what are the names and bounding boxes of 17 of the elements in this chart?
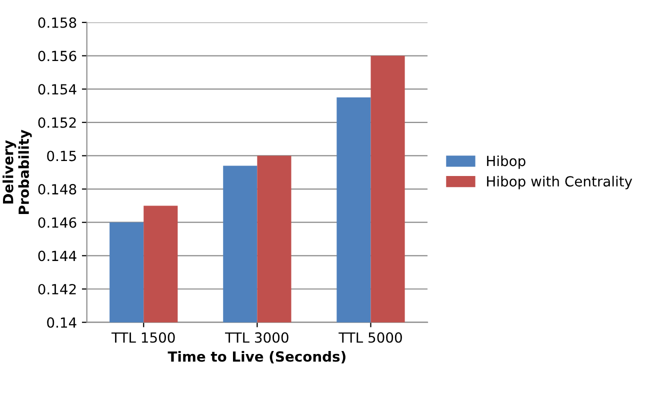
y-tick-label: 0.142 xyxy=(38,284,76,294)
y-tick-label: 0.156 xyxy=(38,50,76,62)
legend-label: Hibop with Centrality xyxy=(487,176,632,190)
y-tick-label: 0.148 xyxy=(38,184,76,195)
y-tick-label: 0.144 xyxy=(38,250,76,262)
x-tick-label: TTL 1500 xyxy=(111,332,175,343)
y-tick-label: 0.146 xyxy=(38,217,76,228)
x-axis-title: Time to Live (Seconds) xyxy=(168,351,346,364)
y-tick-label: 0.15 xyxy=(47,150,76,162)
x-tick-label: TTL 3000 xyxy=(225,332,288,343)
y-tick-label: 0.154 xyxy=(38,84,76,95)
y-tick-label: 0.14 xyxy=(47,317,76,328)
legend-label: Hibop xyxy=(487,155,526,169)
y-axis-title: Delivery Probability xyxy=(2,130,32,214)
x-tick-label: TTL 5000 xyxy=(338,332,402,343)
y-tick-label: 0.158 xyxy=(38,17,76,28)
y-tick-label: 0.152 xyxy=(38,117,76,128)
